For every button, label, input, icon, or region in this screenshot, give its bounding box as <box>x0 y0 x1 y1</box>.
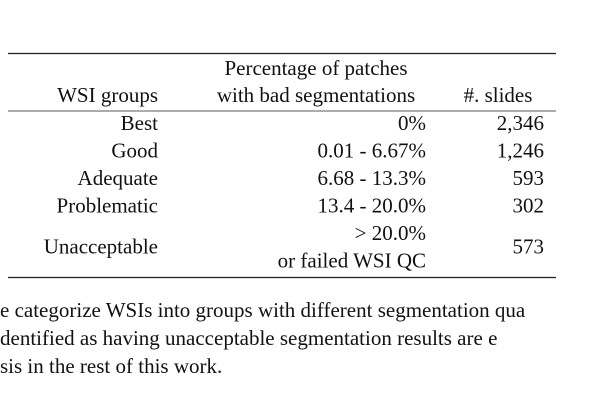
cell-group: Unacceptable <box>44 235 158 259</box>
header-slides: #. slides <box>464 83 533 107</box>
cell-percentage: 0.01 - 6.67% <box>318 138 427 162</box>
header-percentage: Percentage of patches <box>224 56 407 80</box>
cell-percentage: > 20.0% <box>355 221 426 245</box>
cell-group: Adequate <box>78 166 158 190</box>
paragraph-line: e categorize WSIs into groups with diffe… <box>0 298 526 322</box>
paragraph-line: sis in the rest of this work. <box>0 354 222 378</box>
cell-slides: 2,346 <box>497 111 544 135</box>
cell-percentage: 6.68 - 13.3% <box>318 166 427 190</box>
cell-percentage: 13.4 - 20.0% <box>318 193 427 217</box>
cell-percentage: or failed WSI QC <box>278 248 426 272</box>
header-group: WSI groups <box>57 83 158 107</box>
cell-slides: 593 <box>513 166 545 190</box>
header-percentage: with bad segmentations <box>217 83 415 107</box>
cell-group: Best <box>121 111 159 135</box>
cell-slides: 573 <box>513 235 545 259</box>
cell-slides: 1,246 <box>497 138 544 162</box>
cell-group: Problematic <box>57 193 158 217</box>
paragraph-line: dentified as having unacceptable segment… <box>0 326 497 350</box>
cell-group: Good <box>111 138 158 162</box>
cell-percentage: 0% <box>398 111 426 135</box>
cell-slides: 302 <box>513 193 545 217</box>
